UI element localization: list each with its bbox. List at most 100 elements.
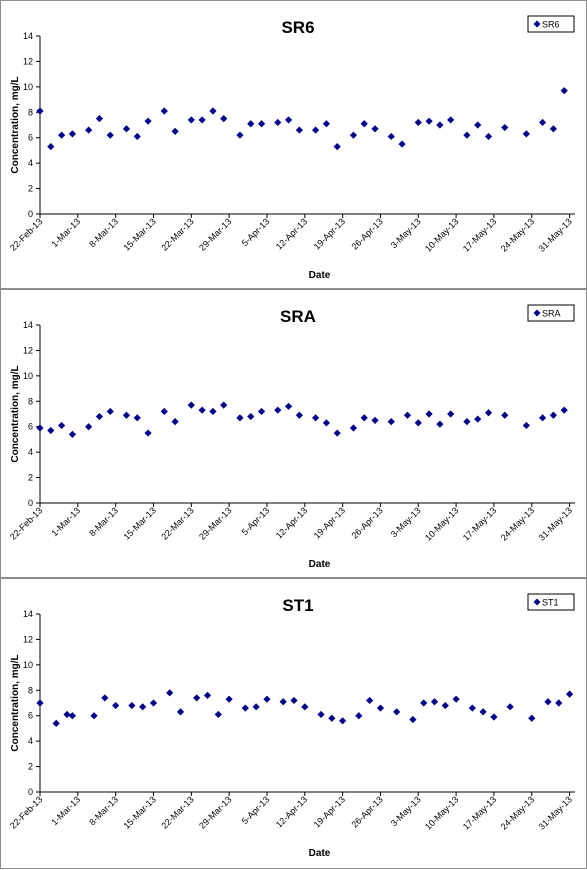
data-point	[90, 712, 98, 720]
x-tick-label: 24-May-13	[499, 794, 536, 831]
data-point	[220, 115, 228, 123]
data-point	[274, 406, 282, 414]
legend-label: SRA	[542, 309, 561, 319]
x-tick-label: 17-May-13	[461, 794, 498, 831]
data-point	[333, 429, 341, 437]
x-axis-title: Date	[309, 270, 331, 281]
x-tick-label: 3-May-13	[389, 505, 423, 539]
data-point	[560, 406, 568, 414]
y-tick-label: 6	[28, 422, 33, 432]
data-point	[122, 411, 131, 419]
data-point	[160, 107, 168, 115]
data-point	[414, 118, 422, 127]
data-point	[398, 140, 406, 148]
legend-box	[527, 593, 575, 611]
data-point	[85, 126, 93, 134]
x-tick-label: 12-Apr-13	[274, 216, 309, 251]
y-tick-label: 0	[28, 498, 33, 508]
x-tick-label: 8-Mar-13	[87, 794, 120, 827]
y-tick-label: 0	[28, 787, 33, 797]
x-tick-label: 12-Apr-13	[274, 794, 309, 829]
x-tick-label: 1-Mar-13	[49, 794, 82, 827]
data-point	[349, 131, 358, 139]
data-point	[328, 714, 336, 722]
data-point	[441, 701, 449, 710]
data-point	[58, 131, 66, 139]
x-tick-label: 31-May-13	[537, 794, 574, 831]
data-point	[501, 411, 509, 419]
data-point	[198, 406, 206, 414]
data-point	[236, 414, 244, 422]
x-tick-label: 15-Mar-13	[121, 505, 157, 541]
series-sr6	[36, 87, 568, 151]
x-tick-label: 26-Apr-13	[349, 216, 384, 251]
data-point	[68, 430, 77, 438]
x-tick-label: 3-May-13	[389, 794, 423, 828]
x-tick-label: 22-Mar-13	[159, 794, 195, 830]
data-point	[274, 118, 282, 127]
x-tick-label: 8-Mar-13	[87, 505, 120, 538]
data-point	[463, 131, 471, 139]
data-point	[447, 410, 455, 418]
data-point	[474, 121, 482, 129]
y-axis-title: Concentration, mg/L	[10, 654, 21, 751]
chart-title: SRA	[280, 307, 316, 326]
legend: SR6	[527, 15, 575, 33]
x-tick-label: 5-Apr-13	[240, 505, 272, 537]
series-st1	[36, 689, 574, 727]
data-point	[203, 691, 212, 699]
x-tick-label: 22-Feb-13	[8, 505, 44, 541]
legend-marker	[533, 598, 541, 606]
data-point	[241, 704, 249, 712]
data-point	[339, 717, 347, 725]
y-tick-label: 14	[23, 320, 33, 330]
data-point	[544, 698, 552, 706]
data-point	[101, 694, 109, 702]
x-tick-label: 19-Apr-13	[312, 505, 347, 540]
data-point	[479, 708, 487, 716]
x-tick-label: 5-Apr-13	[240, 794, 272, 826]
x-tick-label: 31-May-13	[537, 505, 574, 542]
data-point	[565, 690, 574, 698]
data-point	[68, 130, 77, 138]
data-point	[322, 120, 331, 128]
chart-title: SR6	[281, 18, 314, 37]
data-point	[295, 411, 303, 419]
legend: SRA	[527, 304, 575, 322]
y-tick-label: 14	[23, 31, 33, 41]
legend: ST1	[527, 593, 575, 611]
data-point	[387, 418, 395, 426]
data-point	[538, 118, 547, 127]
data-point	[247, 120, 255, 128]
chart-panel-st1: ST1 0 2 4 6 8 10 12 14 22-Feb-13 1-Mar-13 8-Mar-13…	[0, 578, 587, 869]
data-point	[290, 696, 298, 705]
data-point	[209, 407, 217, 416]
data-point	[549, 411, 557, 419]
data-point	[36, 107, 44, 115]
data-point	[257, 407, 266, 416]
data-point	[538, 414, 547, 422]
y-tick-label: 4	[28, 158, 33, 168]
x-axis-title: Date	[309, 848, 331, 859]
data-point	[144, 117, 152, 125]
legend-label: ST1	[542, 598, 559, 608]
data-point	[171, 127, 179, 135]
x-tick-label: 17-May-13	[461, 505, 498, 542]
x-tick-label: 19-Apr-13	[312, 216, 347, 251]
legend-box	[527, 15, 575, 33]
legend-marker	[533, 309, 541, 317]
data-point	[452, 695, 460, 703]
data-point	[355, 712, 363, 720]
x-tick-label: 22-Feb-13	[8, 794, 44, 830]
x-tick-label: 8-Mar-13	[87, 216, 120, 249]
data-point	[106, 407, 114, 416]
data-point	[484, 132, 493, 141]
data-point	[430, 698, 439, 706]
data-point	[252, 703, 260, 711]
x-tick-label: 26-Apr-13	[349, 505, 384, 540]
x-tick-label: 26-Apr-13	[349, 794, 384, 829]
x-tick-label: 22-Mar-13	[159, 216, 195, 252]
y-tick-label: 8	[28, 685, 33, 695]
data-point	[198, 116, 206, 124]
x-tick-label: 1-Mar-13	[49, 216, 82, 249]
